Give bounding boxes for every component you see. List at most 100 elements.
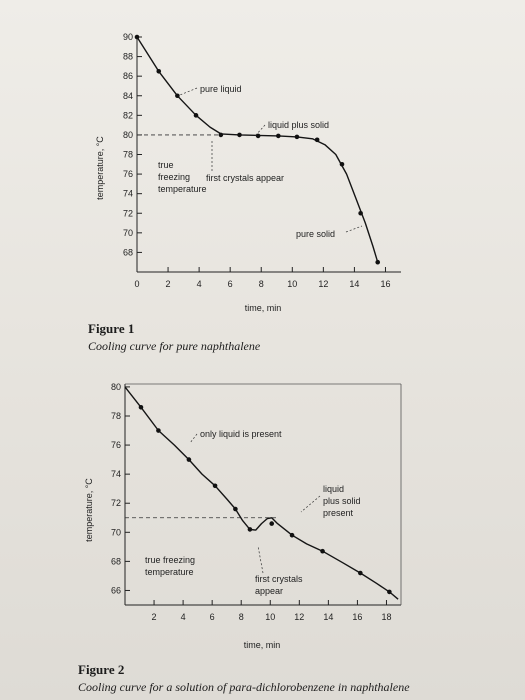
fig1-x-tick-label: 16 xyxy=(380,279,390,289)
fig1-y-tick-label: 76 xyxy=(123,169,133,179)
fig2-x-tick-label: 4 xyxy=(181,612,186,622)
fig1-data-point xyxy=(134,34,140,40)
fig1-arrow-pure-liquid xyxy=(179,87,198,96)
figure-1-curve xyxy=(136,36,379,263)
fig2-data-point xyxy=(320,548,325,554)
fig2-data-point xyxy=(156,428,161,433)
fig2-y-tick-label: 80 xyxy=(111,382,121,392)
fig2-x-tick-label: 8 xyxy=(239,612,244,622)
fig1-data-point xyxy=(276,133,281,139)
figure-2-annotation-temperature: temperature xyxy=(145,567,194,577)
fig1-y-tick-label: 78 xyxy=(123,150,133,160)
fig2-x-tick-label: 10 xyxy=(265,612,275,622)
figure-2-axes xyxy=(124,383,402,606)
figure-1-points xyxy=(134,34,381,265)
fig2-x-tick-label: 14 xyxy=(323,612,333,622)
fig1-x-tick-label: 14 xyxy=(349,279,359,289)
fig1-x-tick-label: 2 xyxy=(166,279,171,289)
fig1-data-point xyxy=(237,132,242,138)
fig1-y-tick-label: 84 xyxy=(123,91,133,101)
figure-2-y-axis-label: temperature, °C xyxy=(84,478,94,542)
fig1-arrow-pure-solid xyxy=(345,225,363,233)
figure-1-caption: Cooling curve for pure naphthalene xyxy=(88,339,261,353)
figure-2-curve xyxy=(124,386,399,600)
fig1-y-tick-label: 86 xyxy=(123,71,133,81)
fig2-data-point xyxy=(387,589,392,595)
fig1-arrow-liquid-plus-solid xyxy=(254,124,266,137)
fig1-y-tick-label: 70 xyxy=(123,228,133,238)
fig1-data-point xyxy=(358,210,363,216)
fig2-cooling-curve xyxy=(124,386,399,600)
figure-2-points xyxy=(138,404,392,595)
fig2-arrow-first-crystals xyxy=(257,545,264,574)
figure-1-annotation-first-crystals: first crystals appear xyxy=(206,173,284,183)
figure-2-annotation-present: present xyxy=(323,508,354,518)
fig1-x-tick-label: 0 xyxy=(134,279,139,289)
fig2-data-point xyxy=(289,532,295,538)
fig2-x-tick-label: 2 xyxy=(152,612,157,622)
fig1-data-point xyxy=(156,68,162,74)
fig2-data-point xyxy=(212,483,218,489)
fig2-x-tick-label: 12 xyxy=(294,612,304,622)
figure-1-annotation-freezing: freezing xyxy=(158,172,190,182)
fig2-y-tick-label: 68 xyxy=(111,556,121,566)
figure-2-y-tick-labels: 66 68 70 72 74 76 78 80 xyxy=(111,382,121,596)
figure-2-annotation-appear: appear xyxy=(255,586,283,596)
fig1-y-tick-label: 74 xyxy=(123,189,133,199)
fig1-y-tick-label: 82 xyxy=(123,110,133,120)
fig1-x-tick-label: 12 xyxy=(318,279,328,289)
figure-1-annotation-arrows xyxy=(179,87,363,233)
figure-1-annotation-pure-solid: pure solid xyxy=(296,229,335,239)
fig2-data-point xyxy=(186,457,192,462)
fig2-data-point xyxy=(358,570,363,576)
figure-1-x-tick-labels: 0 2 4 6 8 10 12 14 16 xyxy=(134,279,390,289)
figure-1-annotation-pure-liquid: pure liquid xyxy=(200,84,242,94)
fig2-arrow-liquid-plus-solid xyxy=(300,495,321,513)
figure-2-annotation-true-freezing: true freezing xyxy=(145,555,195,565)
fig2-x-tick-label: 6 xyxy=(210,612,215,622)
figure-2-annotation-arrows xyxy=(189,433,321,574)
figure-2-annotation-only-liquid: only liquid is present xyxy=(200,429,282,439)
figure-2-annotation-plus-solid: plus solid xyxy=(323,496,361,506)
figure-2-x-axis-label: time, min xyxy=(244,640,281,650)
fig1-data-point xyxy=(375,259,381,265)
fig1-cooling-curve xyxy=(136,36,379,263)
figure-1-annotation-true: true xyxy=(158,160,174,170)
figure-1-y-axis-label: temperature, °C xyxy=(95,136,105,200)
fig2-data-point xyxy=(269,521,275,526)
figure-1-label: Figure 1 xyxy=(88,321,135,336)
fig1-y-tick-label: 72 xyxy=(123,208,133,218)
fig2-data-point xyxy=(233,506,238,512)
fig1-data-point xyxy=(339,161,345,167)
fig1-data-point xyxy=(175,93,180,99)
figure-2-label: Figure 2 xyxy=(78,662,125,677)
fig1-x-tick-label: 4 xyxy=(197,279,202,289)
fig1-x-tick-label: 10 xyxy=(287,279,297,289)
fig1-x-tick-label: 8 xyxy=(259,279,264,289)
fig2-arrow-only-liquid xyxy=(189,433,198,444)
fig2-x-tick-label: 16 xyxy=(352,612,362,622)
figure-1-annotation-temperature: temperature xyxy=(158,184,207,194)
figure-2-annotation-first-crystals: first crystals xyxy=(255,574,303,584)
fig1-y-tick-label: 88 xyxy=(123,52,133,62)
figure-1-y-tick-labels: 68 70 72 74 76 78 80 82 84 86 88 90 xyxy=(123,32,133,257)
fig1-y-tick-label: 68 xyxy=(123,247,133,257)
fig2-y-tick-label: 72 xyxy=(111,498,121,508)
fig2-y-tick-label: 74 xyxy=(111,469,121,479)
fig2-data-point xyxy=(138,404,144,410)
fig2-y-tick-label: 76 xyxy=(111,440,121,450)
figure-1-annotation-liquid-plus-solid: liquid plus solid xyxy=(268,120,329,130)
fig1-y-tick-label: 90 xyxy=(123,32,133,42)
figure-2-caption: Cooling curve for a solution of para-dic… xyxy=(78,680,410,694)
fig2-y-tick-label: 70 xyxy=(111,527,121,537)
figure-1-axes xyxy=(136,36,401,273)
figure-1-x-axis-label: time, min xyxy=(245,303,282,313)
fig2-y-tick-label: 78 xyxy=(111,411,121,421)
fig1-data-point xyxy=(314,137,320,143)
fig1-data-point xyxy=(255,133,261,139)
fig1-y-tick-label: 80 xyxy=(123,130,133,140)
fig1-x-tick-label: 6 xyxy=(228,279,233,289)
